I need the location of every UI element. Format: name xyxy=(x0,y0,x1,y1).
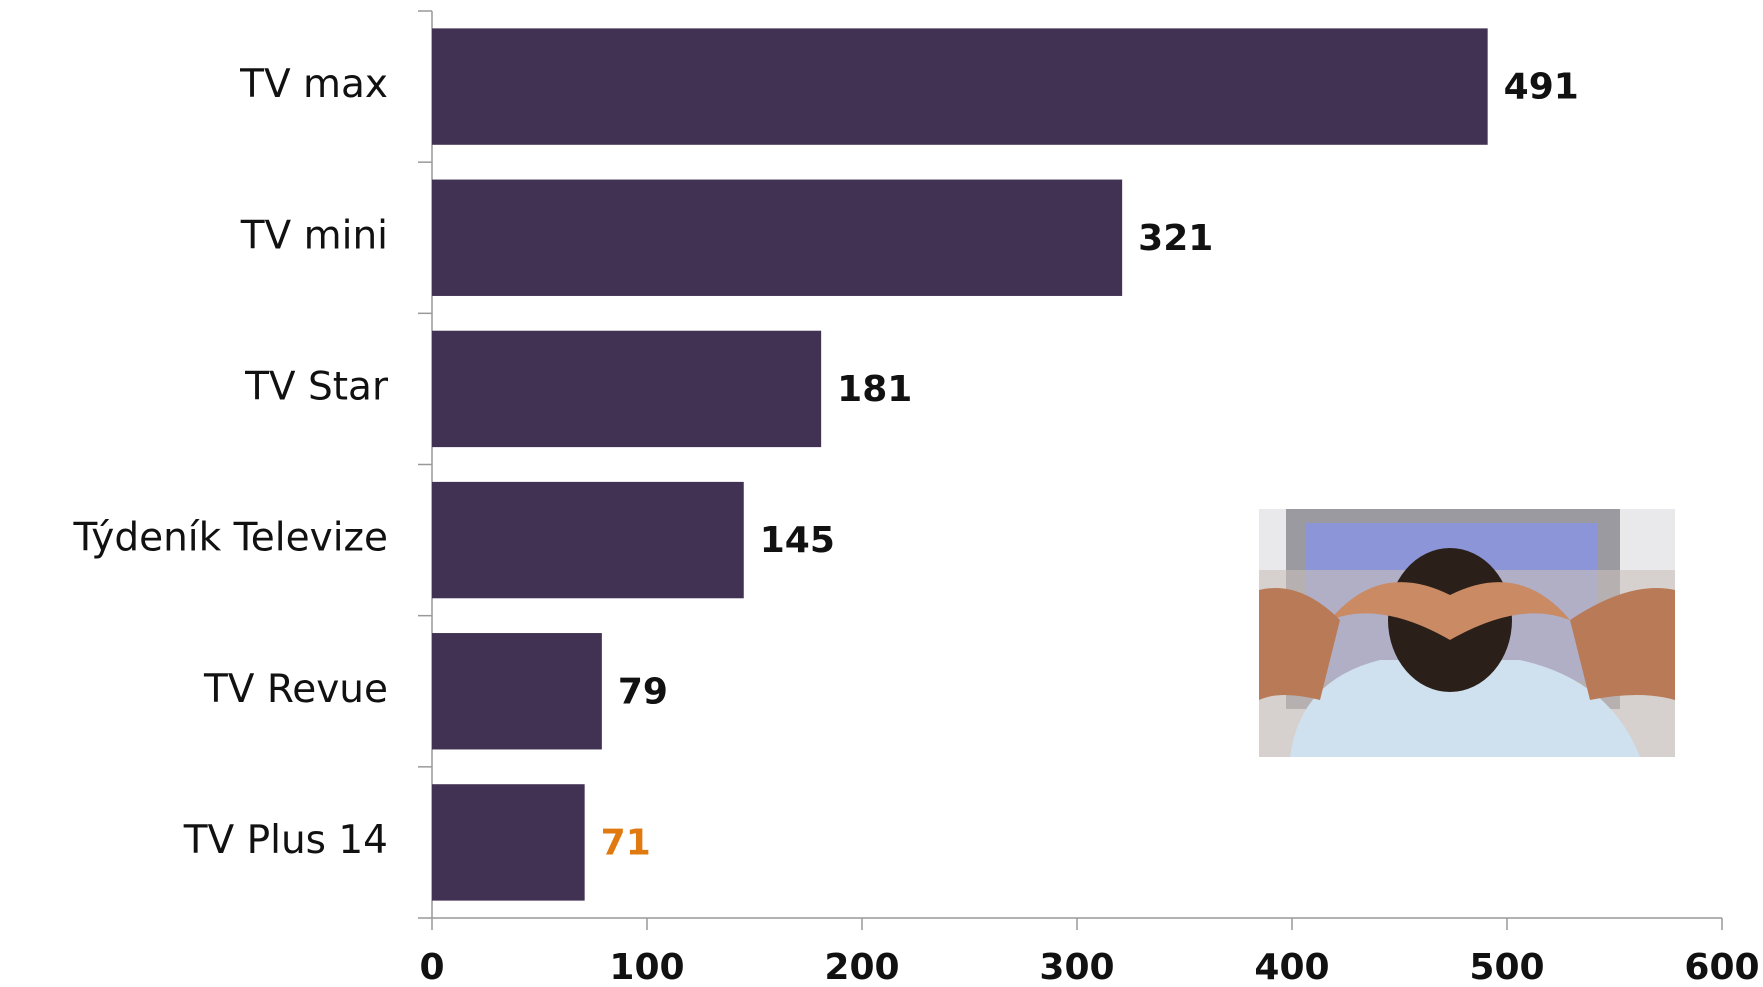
x-tick-label: 0 xyxy=(419,947,444,987)
x-tick-label: 500 xyxy=(1469,947,1544,987)
bar xyxy=(432,330,822,448)
x-tick-label: 400 xyxy=(1254,947,1329,987)
x-tick-label: 100 xyxy=(609,947,684,987)
photo xyxy=(1259,509,1675,757)
bar xyxy=(432,179,1123,296)
x-tick-label: 600 xyxy=(1684,947,1759,987)
value-label: 71 xyxy=(601,822,651,863)
bar xyxy=(432,784,585,901)
bar xyxy=(432,28,1488,145)
category-label: TV mini xyxy=(240,213,388,258)
category-label: Týdeník Televize xyxy=(72,516,388,561)
category-label: TV Plus 14 xyxy=(183,818,388,863)
category-label: TV Revue xyxy=(203,667,388,712)
value-label: 79 xyxy=(618,671,668,712)
category-label: TV max xyxy=(239,62,388,107)
bar xyxy=(432,481,744,599)
bar xyxy=(432,633,602,750)
x-tick-label: 200 xyxy=(824,947,899,987)
value-label: 491 xyxy=(1504,67,1579,108)
value-label: 321 xyxy=(1138,218,1213,259)
category-label: TV Star xyxy=(244,364,389,409)
x-tick-label: 300 xyxy=(1039,947,1114,987)
value-label: 145 xyxy=(760,520,835,561)
value-label: 181 xyxy=(837,369,912,410)
